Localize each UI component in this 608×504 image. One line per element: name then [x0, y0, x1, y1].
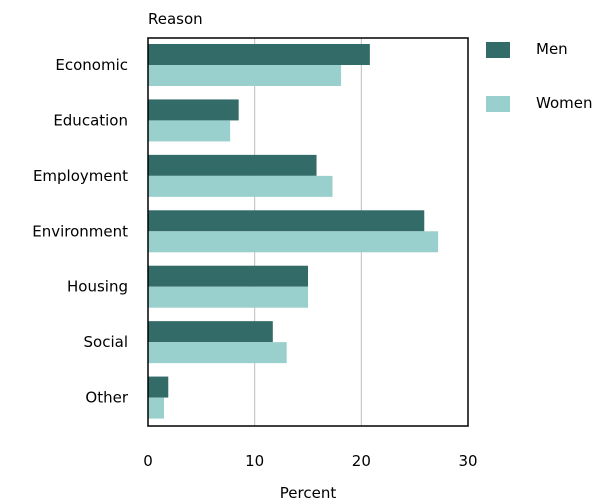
bar-men-environment: [148, 210, 425, 232]
bar-women-economic: [148, 65, 342, 86]
bar-women-housing: [148, 286, 308, 308]
bar-men-employment: [148, 154, 317, 176]
legend-label-women: Women: [536, 94, 592, 112]
x-tick-label: 20: [352, 452, 371, 470]
bar-women-other: [148, 397, 164, 419]
category-label: Economic: [55, 56, 128, 74]
category-label: Environment: [32, 222, 128, 240]
bar-women-environment: [148, 231, 439, 253]
bars: [148, 44, 439, 419]
category-label: Education: [53, 111, 128, 129]
bar-women-employment: [148, 175, 333, 197]
x-tick-label: 10: [245, 452, 264, 470]
bar-men-social: [148, 321, 273, 343]
legend-swatch-men: [486, 42, 510, 58]
x-tick-labels: 0 10 20 30: [143, 452, 477, 470]
bar-men-other: [148, 376, 169, 398]
legend-swatch-women: [486, 96, 510, 112]
bar-men-housing: [148, 265, 308, 287]
category-label: Employment: [33, 167, 128, 185]
x-axis-label: Percent: [280, 484, 337, 502]
x-tick-label: 30: [458, 452, 477, 470]
bar-men-economic: [148, 44, 370, 65]
legend: Men Women: [486, 40, 592, 112]
category-labels: Economic Education Employment Environment Ho…: [32, 56, 129, 407]
legend-label-men: Men: [536, 40, 568, 58]
bar-men-education: [148, 99, 239, 121]
x-tick-label: 0: [143, 452, 153, 470]
bar-women-social: [148, 342, 287, 364]
category-label: Social: [84, 333, 128, 351]
category-label: Housing: [67, 278, 128, 296]
category-label: Other: [85, 389, 128, 407]
plot-frame: [147, 37, 469, 427]
y-axis-title: Reason: [148, 10, 203, 28]
bar-women-education: [148, 120, 231, 142]
